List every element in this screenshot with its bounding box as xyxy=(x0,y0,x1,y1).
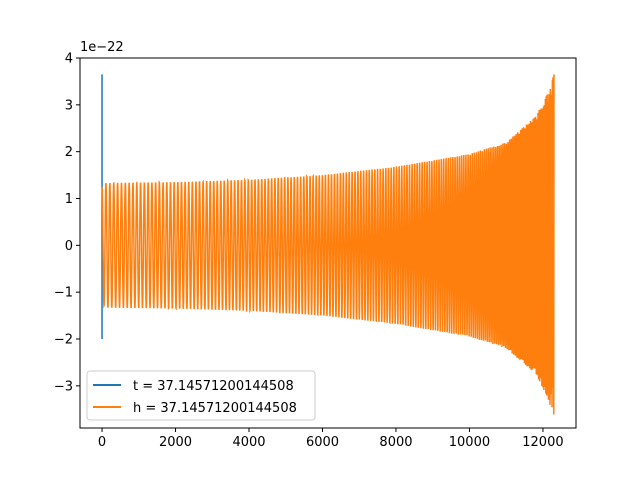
y-tick-label: 2 xyxy=(65,145,73,160)
x-tick-label: 0 xyxy=(98,435,106,450)
y-tick-label: −1 xyxy=(54,286,73,301)
plot-frame xyxy=(79,57,577,429)
x-axis: 0 2000 4000 6000 8000 10000 12000 xyxy=(98,428,564,450)
x-tick-label: 12000 xyxy=(522,435,563,450)
x-tick-label: 6000 xyxy=(306,435,339,450)
x-tick-label: 10000 xyxy=(449,435,490,450)
y-tick-label: 0 xyxy=(65,239,73,254)
legend-label: t = 37.14571200144508 xyxy=(133,379,294,394)
x-tick-label: 4000 xyxy=(232,435,265,450)
y-tick-label: 3 xyxy=(65,98,73,113)
series-layer xyxy=(101,74,555,415)
x-tick-label: 8000 xyxy=(379,435,412,450)
legend-label: h = 37.14571200144508 xyxy=(133,401,297,416)
y-tick-label: −3 xyxy=(54,379,73,394)
legend-frame xyxy=(86,370,316,421)
x-tick-label: 2000 xyxy=(159,435,192,450)
y-tick-label: −2 xyxy=(54,333,73,348)
legend: t = 37.14571200144508 h = 37.145712001445… xyxy=(86,370,316,421)
y-axis: −3 −2 −1 0 1 2 3 4 xyxy=(54,52,80,394)
series-line-h xyxy=(101,74,555,415)
y-tick-label: 1 xyxy=(65,192,73,207)
y-tick-label: 4 xyxy=(65,52,73,67)
y-offset-label: 1e−22 xyxy=(80,40,124,55)
